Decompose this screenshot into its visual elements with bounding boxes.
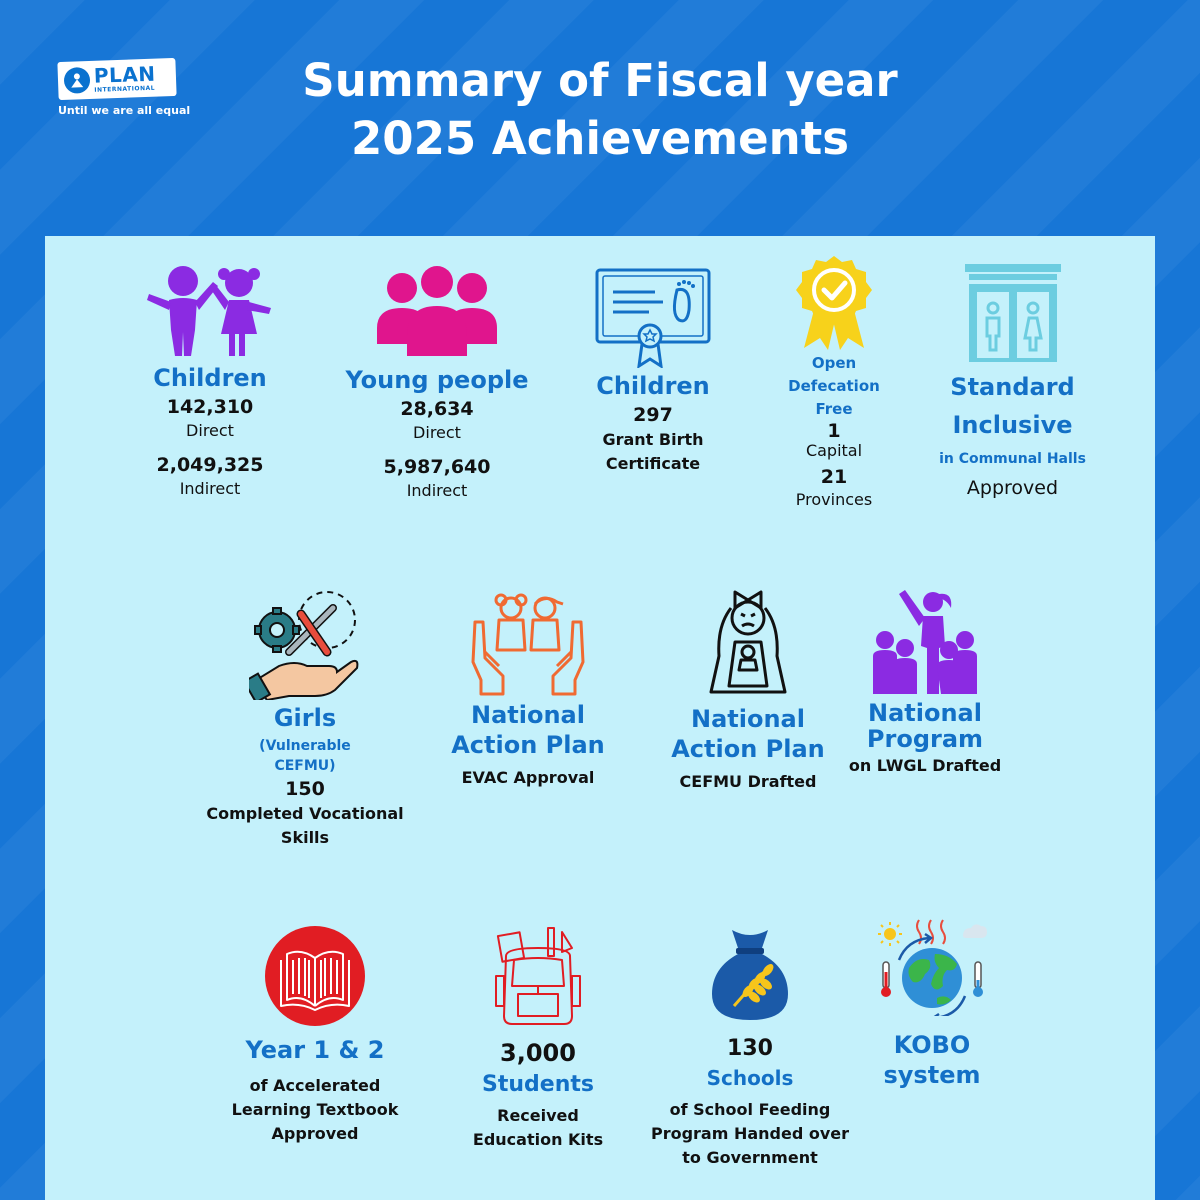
halls-status: Approved [966, 477, 1059, 499]
students-label: Students [482, 1072, 594, 1097]
birth-certificate-icon [595, 268, 711, 368]
odf-label-1: Open [811, 354, 857, 372]
nap-evac-desc: EVAC Approval [461, 768, 595, 787]
birth-cert-desc-2: Certificate [605, 454, 701, 473]
stat-children: Children 142,310 Direct 2,049,325 Indire… [115, 264, 305, 500]
page-title: Summary of Fiscal year 2025 Achievements [200, 52, 1000, 168]
halls-label-1: Standard [950, 373, 1075, 401]
np-lwgl-label-2: Program [866, 725, 984, 753]
girls-label: Girls [273, 704, 337, 732]
title-line-1: Summary of Fiscal year [302, 54, 898, 107]
plan-logo-icon [63, 66, 91, 94]
textbook-desc-1: of Accelerated [249, 1076, 381, 1095]
stat-nap-evac: National Action Plan EVAC Approval [428, 592, 628, 790]
schools-desc-1: of School Feeding [669, 1100, 831, 1119]
stat-nap-cefmu: National Action Plan CEFMU Drafted [648, 586, 848, 794]
schools-label: Schools [706, 1066, 794, 1090]
children-playing-icon [147, 266, 271, 356]
skills-tools-hand-icon [249, 591, 359, 700]
stat-kobo: KOBO system [862, 918, 1002, 1090]
birth-cert-desc-1: Grant Birth [602, 430, 704, 449]
kobo-label-1: KOBO [893, 1031, 971, 1059]
kobo-label-2: system [883, 1061, 981, 1089]
birth-cert-value: 297 [633, 404, 673, 426]
halls-label-2: Inclusive [952, 411, 1073, 439]
school-backpack-icon [495, 927, 581, 1025]
children-label: Children [153, 364, 267, 392]
achievements-panel: Children 142,310 Direct 2,049,325 Indire… [45, 236, 1155, 1200]
restroom-building-icon [964, 264, 1061, 362]
np-lwgl-desc: on LWGL Drafted [848, 756, 1002, 775]
odf-provinces-value: 21 [820, 466, 848, 488]
young-people-label: Young people [345, 366, 529, 394]
textbook-desc-3: Approved [271, 1124, 359, 1143]
child-bride-icon [709, 590, 787, 694]
girls-desc-1: Completed Vocational [206, 804, 404, 823]
schools-value: 130 [727, 1036, 773, 1061]
children-indirect-value: 2,049,325 [156, 454, 264, 476]
grain-sack-icon [712, 930, 788, 1020]
logo-badge: PLAN INTERNATIONAL [57, 57, 177, 101]
students-value: 3,000 [500, 1039, 576, 1067]
nap-evac-label-2: Action Plan [451, 731, 605, 759]
open-book-icon [265, 926, 365, 1026]
stat-schools: 130 Schools of School Feeding Program Ha… [650, 926, 850, 1170]
odf-label-2: Defecation [788, 377, 880, 395]
brand-tagline: Until we are all equal [58, 104, 191, 117]
young-people-indirect-value: 5,987,640 [383, 456, 491, 478]
girls-sub-2: CEFMU) [274, 758, 336, 774]
odf-provinces-label: Provinces [795, 490, 873, 509]
girls-value: 150 [285, 778, 325, 800]
textbook-label: Year 1 & 2 [245, 1036, 385, 1064]
climate-globe-icon [878, 919, 987, 1016]
stat-young-people: Young people 28,634 Direct 5,987,640 Ind… [332, 266, 542, 502]
np-lwgl-label-1: National [868, 699, 982, 727]
stat-open-defecation-free: Open Defecation Free 1 Capital 21 Provin… [769, 254, 899, 511]
schools-desc-2: Program Handed over [650, 1124, 850, 1143]
nap-cefmu-label-2: Action Plan [671, 735, 825, 763]
children-direct-label: Direct [186, 421, 234, 440]
stat-girls-vocational: Girls (Vulnerable CEFMU) 150 Completed V… [205, 586, 405, 850]
girl-leader-group-icon [873, 590, 977, 694]
odf-capital-label: Capital [805, 441, 863, 460]
plan-international-logo: PLAN INTERNATIONAL Until we are all equa… [57, 57, 191, 117]
nap-evac-label-1: National [471, 701, 585, 729]
students-desc-1: Received [497, 1106, 579, 1125]
title-line-2: 2025 Achievements [351, 112, 849, 165]
girls-desc-2: Skills [280, 828, 330, 847]
stat-birth-certificate: Children 297 Grant Birth Certificate [573, 268, 733, 476]
students-desc-2: Education Kits [472, 1130, 604, 1149]
nap-cefmu-label-1: National [691, 705, 805, 733]
birth-cert-label: Children [596, 372, 710, 400]
girls-sub-1: (Vulnerable [259, 738, 351, 754]
nap-cefmu-desc: CEFMU Drafted [679, 772, 817, 791]
stat-communal-halls: Standard Inclusive in Communal Halls App… [925, 262, 1100, 502]
halls-sub: in Communal Halls [939, 451, 1086, 467]
young-people-direct-value: 28,634 [400, 398, 474, 420]
textbook-desc-2: Learning Textbook [231, 1100, 399, 1119]
young-people-direct-label: Direct [413, 423, 461, 442]
stat-textbook: Year 1 & 2 of Accelerated Learning Textb… [215, 926, 415, 1146]
stat-students: 3,000 Students Received Education Kits [438, 926, 638, 1152]
odf-label-3: Free [815, 400, 853, 418]
hands-protecting-children-icon [471, 593, 585, 696]
award-badge-icon [796, 256, 872, 350]
schools-desc-3: to Government [682, 1148, 818, 1167]
young-people-indirect-label: Indirect [406, 481, 468, 500]
odf-capital-value: 1 [827, 420, 841, 442]
children-indirect-label: Indirect [179, 479, 241, 498]
group-of-people-icon [377, 266, 497, 356]
logo-word: PLAN [93, 61, 156, 88]
logo-subword: INTERNATIONAL [94, 84, 156, 94]
stat-np-lwgl: National Program on LWGL Drafted [845, 588, 1005, 778]
children-direct-value: 142,310 [166, 396, 254, 418]
